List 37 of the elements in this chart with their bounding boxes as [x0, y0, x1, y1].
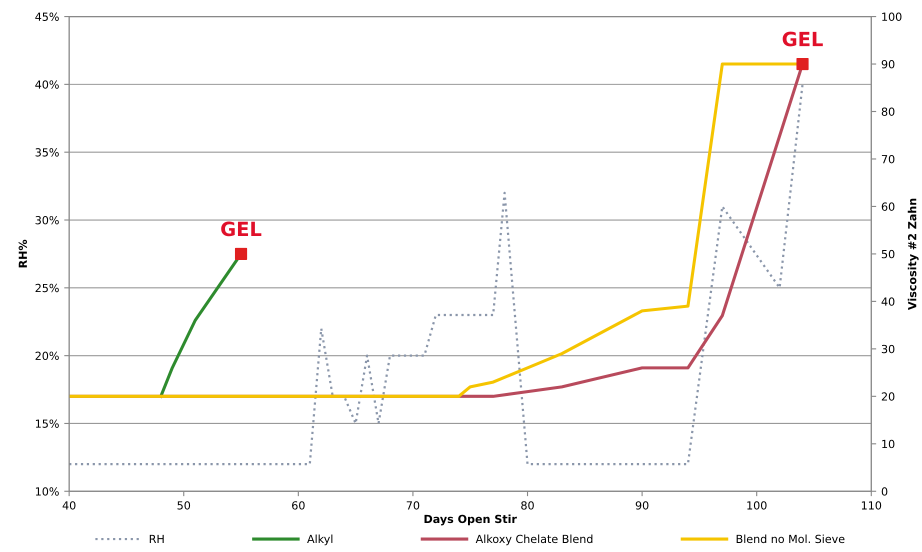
annotation: GEL [221, 222, 262, 236]
x-tick-label: 110 [862, 501, 882, 510]
x-tick-label: 50 [178, 501, 190, 510]
y-tick-label: 35% [36, 148, 59, 157]
y-tick-label: 20% [36, 352, 59, 360]
legend-label: Alkoxy Chelate Blend [476, 534, 592, 546]
y-tick-label: 15% [36, 419, 59, 428]
x-tick-label: 70 [406, 501, 420, 510]
x-tick-label: 60 [292, 501, 305, 510]
y2-tick-label: 0 [882, 487, 888, 496]
legend-label: Alkyl [307, 534, 332, 546]
y2-tick-label: 100 [882, 12, 902, 21]
y2-tick-label: 50 [882, 250, 894, 258]
y-tick-label: 45% [35, 12, 59, 21]
x-tick-label: 80 [521, 501, 534, 510]
y2-tick-label: 60 [882, 202, 894, 211]
x-axis-title: Days Open Stir [424, 514, 517, 526]
y-axis-title: RH% [18, 240, 28, 268]
x-tick-label: 40 [62, 501, 76, 510]
legend-label: RH [150, 534, 164, 543]
legend-label: Blend no Mol. Sieve [736, 534, 844, 544]
annotation: GEL [782, 32, 823, 46]
y2-axis-title: Viscosity #2 Zahn [908, 198, 919, 310]
y2-tick-label: 70 [882, 154, 894, 164]
y-tick-label: 30% [36, 216, 59, 224]
y-tick-label: 10% [36, 487, 59, 496]
x-tick-label: 90 [636, 501, 648, 510]
y-tick-label: 40% [35, 80, 59, 89]
y2-tick-label: 30 [882, 344, 894, 354]
y2-tick-label: 10 [882, 440, 894, 448]
line-series [69, 83, 804, 466]
y-tick-label: 25% [36, 284, 59, 292]
x-tick-label: 100 [747, 501, 767, 510]
y2-tick-label: 90 [882, 60, 894, 68]
y2-tick-label: 80 [882, 107, 894, 116]
y2-tick-label: 20 [882, 392, 894, 401]
y2-tick-label: 40 [882, 297, 894, 306]
